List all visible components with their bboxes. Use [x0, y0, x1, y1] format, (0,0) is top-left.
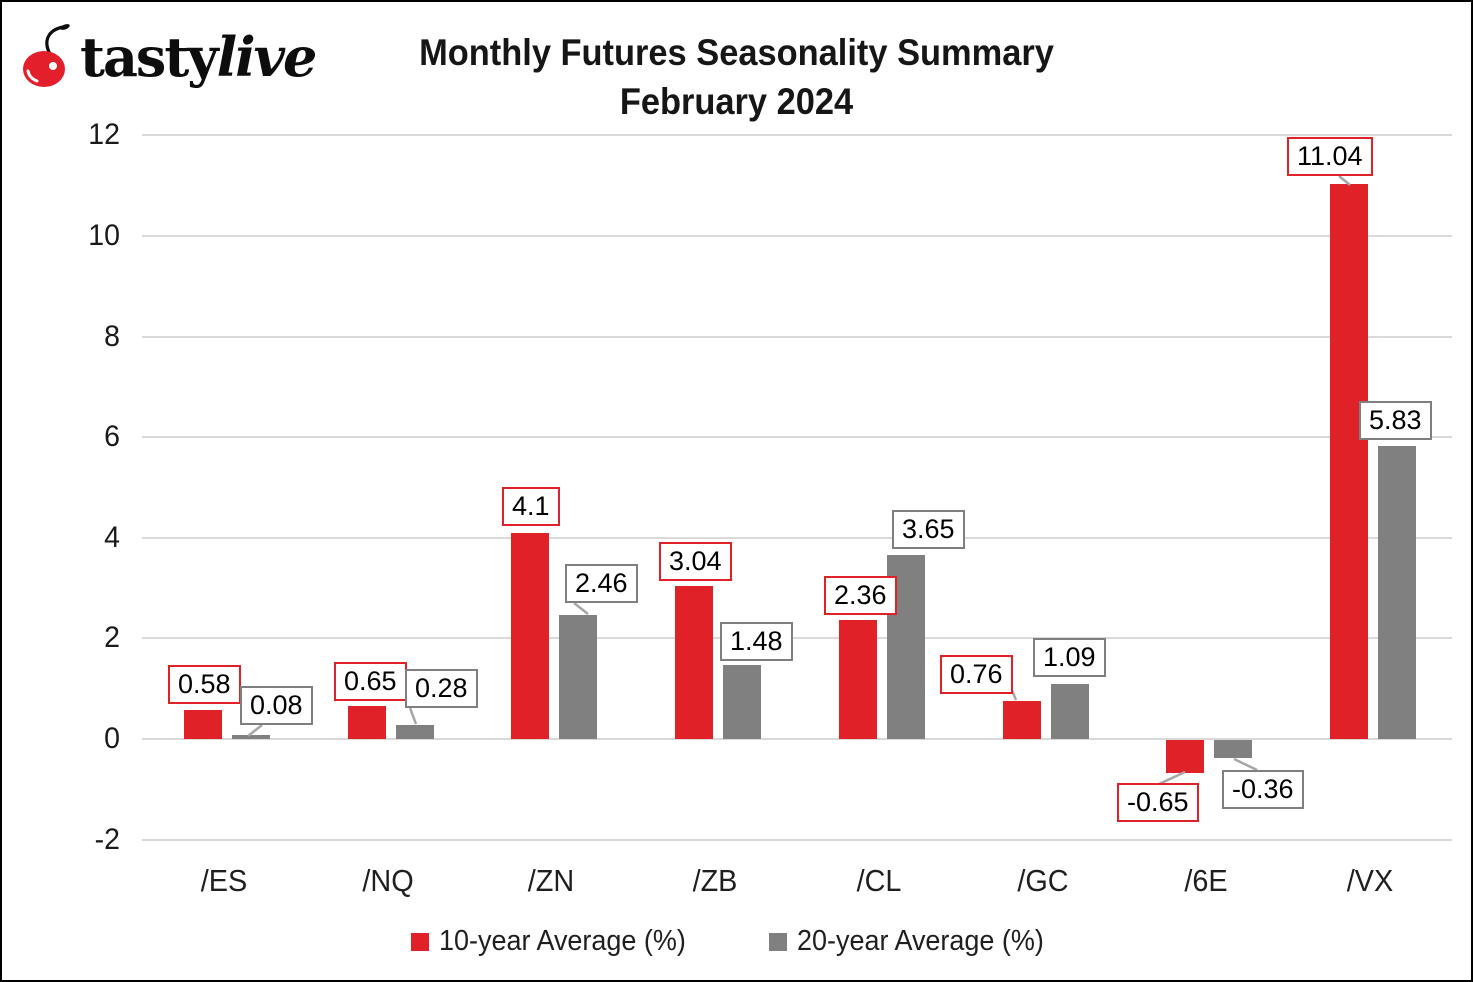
bar-20yr-/ZB: [723, 664, 762, 739]
value-label-10yr-/NQ: 0.65: [334, 662, 407, 701]
value-label-10yr-/ZN: 4.1: [502, 487, 560, 526]
value-label-10yr-/ES: 0.58: [168, 665, 241, 704]
tastylive-logo: tastylive: [20, 22, 318, 92]
value-label-10yr-/6E: -0.65: [1117, 783, 1199, 822]
gridline: [142, 235, 1452, 237]
leader-line: [573, 602, 589, 615]
x-axis-label-/ZB: /ZB: [692, 863, 738, 898]
x-axis-label-/GC: /GC: [1016, 863, 1069, 898]
bar-10yr-/VX: [1330, 183, 1369, 739]
bar-20yr-/ES: [231, 734, 270, 739]
y-axis-tick-label: 6: [104, 420, 120, 454]
x-axis-label-/ES: /ES: [200, 863, 248, 898]
y-axis-tick-label: -2: [94, 822, 120, 856]
bar-10yr-/ZB: [675, 586, 714, 739]
legend-label-10yr: 10-year Average (%): [439, 925, 686, 957]
bar-10yr-/NQ: [347, 706, 386, 739]
logo-text-tasty: tasty: [80, 25, 219, 89]
leader-line: [1233, 757, 1258, 772]
gridline: [142, 536, 1452, 539]
legend-label-20yr: 20-year Average (%): [796, 925, 1044, 957]
y-axis-tick-label: 10: [88, 219, 120, 252]
x-axis-label-/CL: /CL: [856, 863, 902, 898]
value-label-20yr-/CL: 3.65: [892, 510, 965, 549]
y-axis-tick-label: 2: [104, 621, 120, 655]
gridline: [142, 838, 1452, 841]
gridline: [142, 335, 1452, 338]
value-label-20yr-/ZB: 1.48: [720, 622, 793, 661]
legend-swatch-10yr-icon: [411, 932, 430, 951]
bar-20yr-/6E: [1214, 740, 1253, 759]
bar-10yr-/GC: [1002, 700, 1041, 739]
bar-20yr-/ZN: [559, 615, 598, 739]
bar-10yr-/CL: [838, 620, 877, 739]
bar-20yr-/NQ: [395, 724, 434, 739]
value-label-10yr-/GC: 0.76: [940, 655, 1013, 694]
x-axis-label-/ZN: /ZN: [528, 863, 575, 898]
y-axis-tick-label: 0: [104, 722, 120, 755]
legend-item-10yr: 10-year Average (%): [411, 925, 704, 958]
value-label-10yr-/VX: 11.04: [1287, 137, 1373, 176]
legend-item-20yr: 20-year Average (%): [768, 925, 1062, 958]
value-label-10yr-/ZB: 3.04: [659, 542, 732, 581]
y-axis-tick-label: 4: [104, 520, 120, 554]
y-axis-tick-label: 8: [104, 319, 120, 353]
logo-text-live: live: [216, 25, 318, 89]
value-label-20yr-/GC: 1.09: [1033, 638, 1106, 677]
bar-20yr-/VX: [1378, 445, 1417, 739]
legend-swatch-20yr-icon: [768, 932, 787, 951]
value-label-20yr-/NQ: 0.28: [405, 669, 478, 708]
value-label-20yr-/ZN: 2.46: [565, 564, 638, 603]
value-label-20yr-/VX: 5.83: [1359, 401, 1432, 440]
value-label-10yr-/CL: 2.36: [824, 576, 897, 615]
leader-line: [408, 707, 418, 725]
x-axis-label-/NQ: /NQ: [361, 863, 414, 898]
x-axis-label-/6E: /6E: [1184, 863, 1229, 898]
y-axis-tick-label: 12: [88, 118, 120, 152]
gridline: [142, 134, 1452, 137]
x-axis-label-/VX: /VX: [1346, 863, 1394, 898]
gridline: [142, 637, 1452, 640]
legend: 10-year Average (%) 20-year Average (%): [2, 925, 1471, 958]
bar-10yr-/ZN: [511, 532, 550, 739]
logo-text: tastylive: [80, 22, 318, 92]
value-label-20yr-/ES: 0.08: [240, 686, 313, 725]
gridline: [142, 738, 1452, 740]
bar-20yr-/GC: [1050, 684, 1089, 739]
cherry-icon: [23, 24, 70, 87]
bar-10yr-/6E: [1166, 740, 1205, 773]
value-label-20yr-/6E: -0.36: [1222, 770, 1304, 809]
bar-10yr-/ES: [183, 709, 222, 739]
gridline: [142, 436, 1452, 439]
